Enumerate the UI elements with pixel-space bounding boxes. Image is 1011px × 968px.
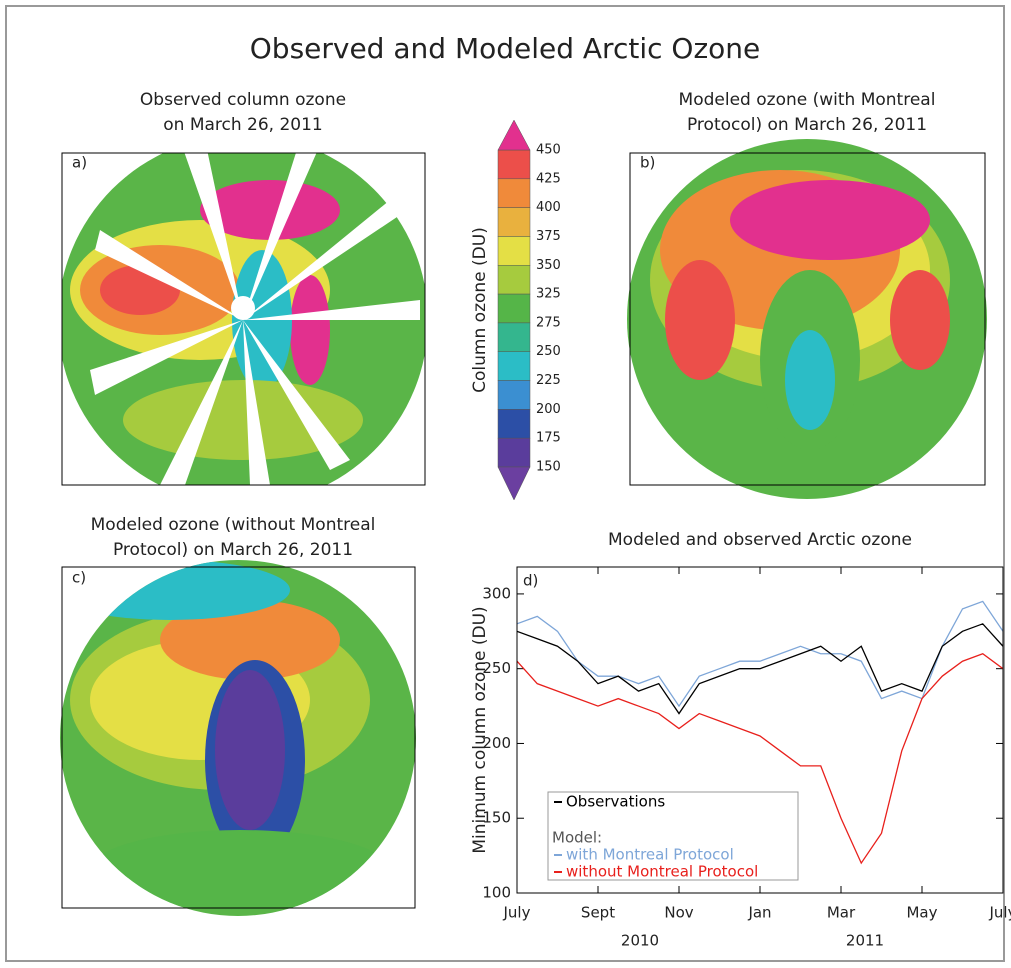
y-tick-label: 300 — [482, 584, 511, 602]
map-frame — [61, 566, 416, 909]
figure-title: Observed and Modeled Arctic Ozone — [250, 32, 761, 65]
map-a — [62, 153, 425, 485]
year-label: 2011 — [846, 932, 884, 950]
colorbar-band — [497, 409, 531, 439]
map-frame — [629, 152, 986, 486]
legend-label: Observations — [566, 793, 665, 811]
colorbar-band — [497, 437, 531, 468]
colorbar-tick-label: 350 — [536, 258, 561, 273]
colorbar-band — [497, 149, 531, 180]
map-title: Modeled ozone (without Montreal — [91, 515, 376, 535]
x-tick-label: July — [989, 904, 1011, 922]
map-b — [627, 139, 987, 499]
legend-heading: Model: — [552, 829, 602, 847]
colorbar-tick-label: 375 — [536, 229, 561, 244]
map-title: Observed column ozone — [140, 90, 346, 110]
colorbar-tick-label: 275 — [536, 315, 561, 330]
series-line — [517, 623, 1003, 715]
colorbar-tick-label: 425 — [536, 171, 561, 186]
colorbar-extend — [497, 119, 531, 151]
colorbar-extend — [497, 466, 531, 501]
panel-label: b) — [640, 154, 655, 172]
series-line — [517, 653, 1003, 865]
colorbar-band — [497, 351, 531, 381]
y-tick-label: 100 — [482, 884, 511, 902]
map-title: Modeled ozone (with Montreal — [679, 90, 936, 110]
colorbar-band — [497, 380, 531, 410]
x-tick-label: Jan — [747, 904, 771, 922]
colorbar-band — [497, 207, 531, 237]
colorbar-tick-label: 400 — [536, 200, 561, 215]
colorbar-tick-label: 250 — [536, 344, 561, 359]
legend-label: with Montreal Protocol — [566, 846, 734, 864]
map-title: on March 26, 2011 — [163, 115, 323, 135]
legend — [547, 791, 799, 881]
colorbar-tick-label: 225 — [536, 373, 561, 388]
colorbar-tick-label: 150 — [536, 460, 561, 475]
map-frame — [61, 152, 426, 486]
x-tick-label: July — [503, 904, 531, 922]
map-title: Protocol) on March 26, 2011 — [113, 540, 353, 560]
plot-area — [517, 600, 1003, 865]
colorbar-band — [497, 265, 531, 295]
year-label: 2010 — [621, 932, 659, 950]
panel-label: c) — [72, 569, 86, 587]
colorbar-band — [497, 293, 531, 324]
colorbar-tick-label: 200 — [536, 402, 561, 417]
colorbar-label: Column ozone (DU) — [470, 227, 490, 393]
colorbar-band — [497, 178, 531, 208]
map-title: Protocol) on March 26, 2011 — [687, 115, 927, 135]
x-tick-label: May — [906, 904, 937, 922]
colorbar-tick-label: 450 — [536, 143, 561, 158]
y-axis-label: Minimum column ozone (DU) — [470, 606, 490, 853]
plot-frame — [516, 566, 1004, 894]
y-tick-label: 150 — [482, 809, 511, 827]
chart-title: Modeled and observed Arctic ozone — [608, 530, 912, 550]
colorbar-band — [497, 322, 531, 352]
colorbar-tick-label: 325 — [536, 287, 561, 302]
colorbar-tick-label: 175 — [536, 431, 561, 446]
colorbar-band — [497, 236, 531, 266]
legend-label: without Montreal Protocol — [566, 863, 758, 881]
x-tick-label: Nov — [664, 904, 693, 922]
panel-label: d) — [523, 572, 538, 590]
panel-label: a) — [72, 154, 87, 172]
y-tick-label: 200 — [482, 734, 511, 752]
map-c — [60, 560, 416, 916]
x-tick-label: Sept — [581, 904, 615, 922]
x-tick-label: Mar — [827, 904, 856, 922]
y-tick-label: 250 — [482, 659, 511, 677]
